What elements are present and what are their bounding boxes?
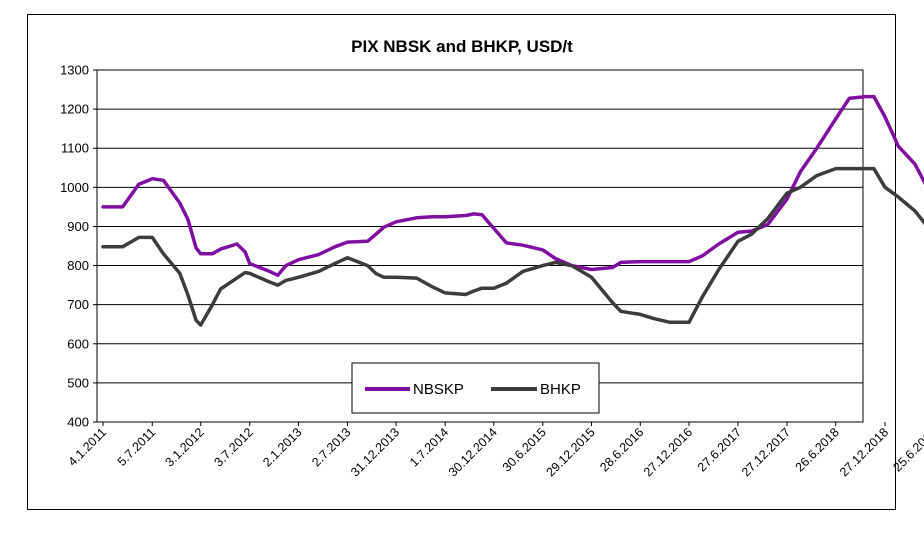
y-tick-label: 1100: [61, 141, 89, 156]
x-tick-label: 31.12.2013: [348, 425, 402, 479]
series-lines: [101, 94, 924, 327]
x-tick-label: 29.12.2015: [544, 425, 598, 479]
x-tick-label: 3.7.2012: [212, 425, 256, 469]
y-tick-label: 600: [67, 336, 89, 351]
x-tick-label: 1.7.2014: [407, 425, 451, 469]
y-tick-label: 1200: [60, 102, 89, 117]
y-tick-label: 1000: [60, 180, 89, 195]
y-tick-label: 900: [67, 219, 89, 234]
y-tick-label: 500: [67, 375, 89, 390]
plot-area: [96, 69, 864, 423]
y-tick-label: 400: [67, 415, 89, 430]
y-tick-label: 800: [67, 258, 89, 273]
x-tick-label: 28.6.2016: [597, 425, 646, 474]
x-tick-label: 3.1.2012: [163, 425, 207, 469]
x-tick-label: 26.6.2018: [793, 425, 842, 474]
series-line-bhkp: [101, 166, 924, 327]
legend-label-bhkp: BHKP: [540, 381, 581, 398]
y-tick-label: 1300: [60, 63, 89, 78]
x-tick-label: 27.6.2017: [695, 425, 744, 474]
x-tick-label: 2.7.2013: [309, 425, 353, 469]
y-axis: 400 500 600 700 800 900 1000 1100 1200 1300: [60, 63, 97, 430]
x-tick-label: 30.12.2014: [446, 425, 500, 479]
x-tick-label: 25.6.2019: [890, 425, 924, 474]
x-tick-label: 27.12.2017: [739, 425, 793, 479]
x-tick-label: 27.12.2016: [641, 425, 695, 479]
x-tick-label: 27.12.2018: [837, 425, 891, 479]
y-tick-label: 700: [67, 297, 89, 312]
x-tick-label: 5.7.2011: [115, 425, 159, 469]
legend-label-nbskp: NBSKP: [413, 381, 464, 398]
chart-title: PIX NBSK and BHKP, USD/t: [351, 37, 573, 56]
x-tick-label: 4.1.2011: [65, 425, 109, 469]
x-axis: 4.1.2011 5.7.2011 3.1.2012 3.7.2012 2.1.2013…: [65, 422, 924, 479]
x-tick-label: 2.1.2013: [260, 425, 304, 469]
x-tick-label: 30.6.2015: [500, 425, 549, 474]
legend: NBSKP BHKP: [351, 362, 600, 414]
